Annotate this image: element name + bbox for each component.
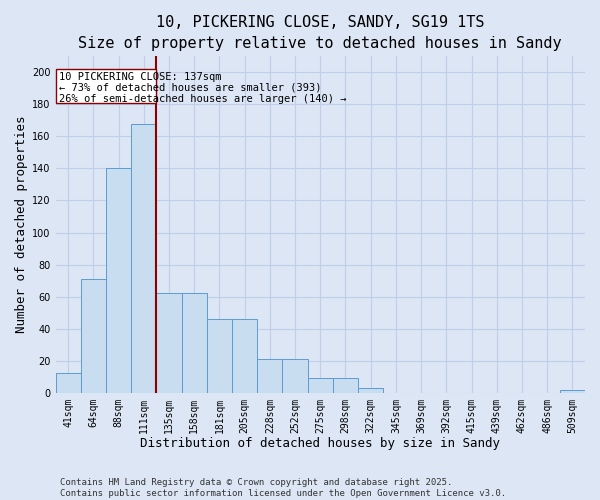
Title: 10, PICKERING CLOSE, SANDY, SG19 1TS
Size of property relative to detached house: 10, PICKERING CLOSE, SANDY, SG19 1TS Siz… xyxy=(79,15,562,51)
Y-axis label: Number of detached properties: Number of detached properties xyxy=(15,116,28,334)
Text: 10 PICKERING CLOSE: 137sqm: 10 PICKERING CLOSE: 137sqm xyxy=(59,72,221,82)
Bar xyxy=(232,319,257,392)
Bar xyxy=(56,374,81,392)
Bar xyxy=(358,388,383,392)
Text: 26% of semi-detached houses are larger (140) →: 26% of semi-detached houses are larger (… xyxy=(59,94,347,104)
Bar xyxy=(182,294,207,392)
Bar xyxy=(157,294,182,392)
Bar xyxy=(106,168,131,392)
Bar xyxy=(308,378,333,392)
Bar xyxy=(81,279,106,392)
Bar xyxy=(283,359,308,392)
X-axis label: Distribution of detached houses by size in Sandy: Distribution of detached houses by size … xyxy=(140,437,500,450)
Bar xyxy=(207,319,232,392)
Text: Contains HM Land Registry data © Crown copyright and database right 2025.
Contai: Contains HM Land Registry data © Crown c… xyxy=(60,478,506,498)
Bar xyxy=(560,390,585,392)
Bar xyxy=(131,124,157,392)
FancyBboxPatch shape xyxy=(56,69,156,103)
Bar xyxy=(333,378,358,392)
Text: ← 73% of detached houses are smaller (393): ← 73% of detached houses are smaller (39… xyxy=(59,83,322,93)
Bar xyxy=(257,359,283,392)
